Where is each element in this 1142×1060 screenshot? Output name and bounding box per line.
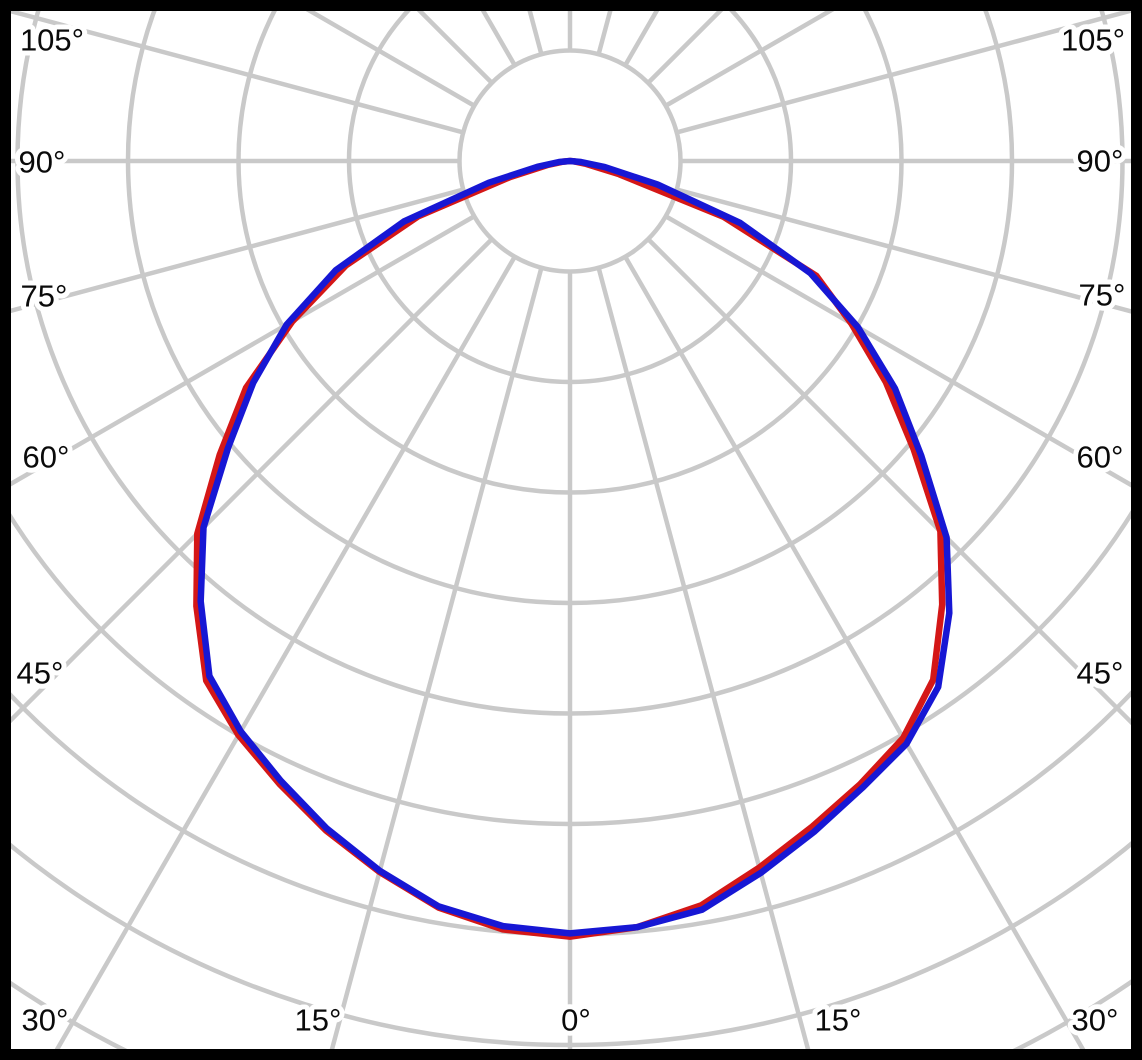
- grid-spoke: [664, 214, 1142, 494]
- grid-spoke: [596, 267, 814, 1060]
- grid-spoke: [646, 237, 1142, 737]
- grid-spoke: [0, 5, 464, 135]
- angle-labels: 105° 105° 90° 90° 75° 75° 60° 60° 45° 45° 30° 30° 15…: [12, 18, 1131, 1043]
- grid-spoke: [0, 187, 464, 317]
- angle-label: 30°: [1072, 1003, 1119, 1038]
- angle-label: 30°: [22, 1003, 69, 1038]
- angle-label: 45°: [1077, 656, 1124, 691]
- angle-label: 90°: [1077, 144, 1124, 179]
- angle-label: 15°: [815, 1003, 862, 1038]
- grid-spoke: [623, 255, 1092, 1060]
- grid-spoke: [0, 237, 494, 735]
- grid-spoke: [48, 255, 517, 1060]
- angle-label: 60°: [1077, 440, 1124, 475]
- grid-spoke: [326, 267, 544, 1060]
- grid-spoke: [664, 0, 854, 108]
- intensity-curves: [193, 157, 953, 940]
- angle-label: 75°: [1079, 278, 1126, 313]
- grid-spoke: [286, 0, 476, 108]
- angle-label: 105°: [1061, 23, 1125, 58]
- grid-spoke: [676, 187, 1142, 317]
- angle-label: 90°: [19, 145, 66, 180]
- angle-label: 105°: [20, 23, 84, 58]
- grid-spoke: [676, 5, 1142, 135]
- blue-curve: [197, 157, 953, 937]
- angle-label: 0°: [561, 1003, 591, 1038]
- angle-label: 60°: [23, 440, 70, 475]
- angle-label: 45°: [17, 656, 64, 691]
- angle-label: 15°: [295, 1003, 342, 1038]
- grid-spoke: [0, 214, 476, 493]
- angle-label: 75°: [21, 279, 68, 314]
